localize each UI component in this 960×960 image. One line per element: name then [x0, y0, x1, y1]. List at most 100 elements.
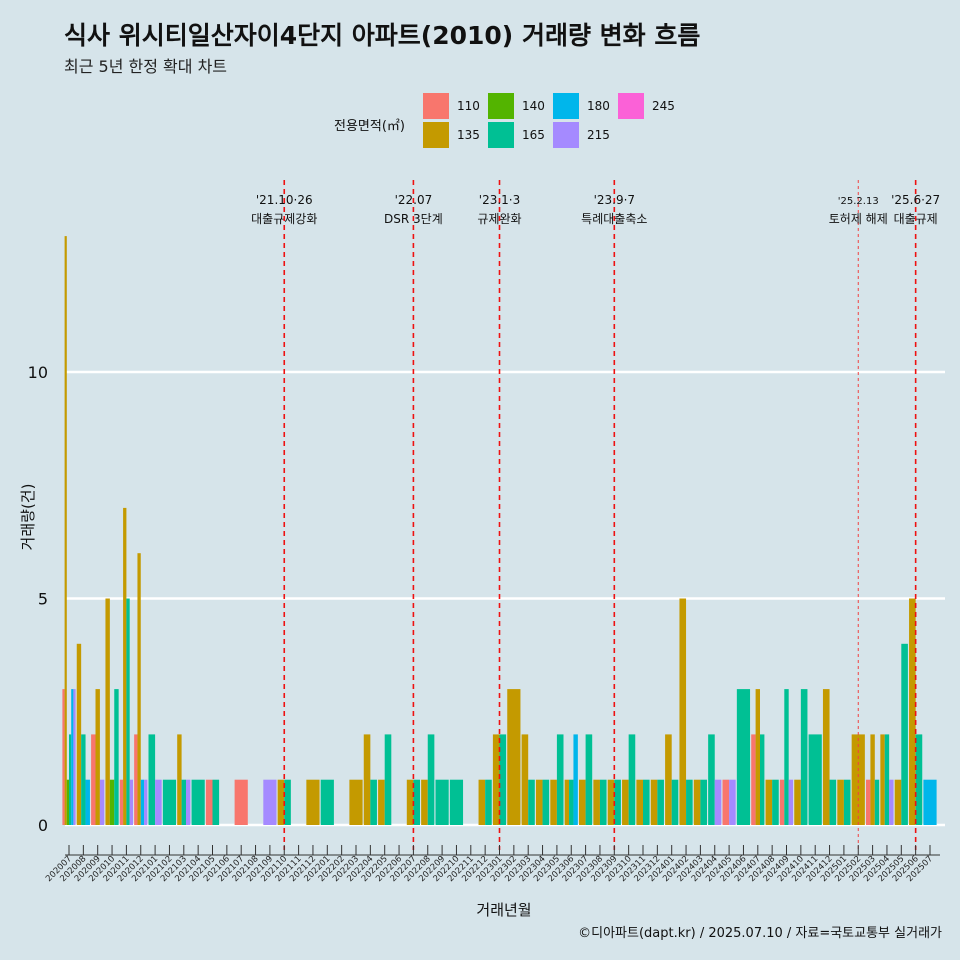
- event-name-label: 대출규제강화: [251, 212, 317, 226]
- event-name-label: 토허제 해제: [829, 212, 888, 226]
- event-date-label: '22.07: [395, 193, 433, 207]
- event-date-label: '25.2.13: [838, 196, 879, 207]
- event-date-label: '23.1·3: [479, 193, 520, 207]
- legend-label-180: 180: [587, 99, 610, 113]
- bar-202311-165: [643, 779, 650, 825]
- legend-label-215: 215: [587, 128, 610, 142]
- legend-key-165: [488, 122, 514, 148]
- bar-202308-165: [599, 779, 607, 825]
- bar-202310-165: [628, 734, 636, 825]
- bar-202503-165: [874, 779, 880, 825]
- bar-202212-165: [485, 779, 492, 825]
- y-tick-label: 10: [28, 363, 48, 382]
- x-axis-title: 거래년월: [476, 901, 531, 919]
- bar-202011-215: [129, 779, 134, 825]
- bar-202011-110: [119, 779, 124, 825]
- bar-202312-165: [657, 779, 664, 825]
- bar-202304-135: [535, 779, 543, 825]
- bar-202402-135: [679, 598, 687, 825]
- bar-202405-110: [722, 779, 730, 825]
- bar-202307-165: [585, 734, 593, 825]
- bar-202007-180: [71, 689, 74, 825]
- bar-202008-135: [76, 643, 82, 825]
- bar-202207-135: [406, 779, 414, 825]
- bar-202104-165: [191, 779, 205, 825]
- y-axis-title: 거래량(건): [19, 484, 37, 551]
- bar-202208-135: [421, 779, 428, 825]
- bar-202309-165: [614, 779, 621, 825]
- bar-202408-165: [772, 779, 779, 825]
- event-name-label: 규제완화: [477, 212, 521, 226]
- bar-202010-135: [105, 598, 110, 825]
- bar-202011-165: [126, 598, 130, 825]
- legend-key-135: [423, 122, 449, 148]
- legend-key-245: [618, 93, 644, 119]
- event-date-label: '25.6·27: [891, 193, 940, 207]
- bar-202207-165: [413, 779, 421, 825]
- bar-202110-165: [284, 779, 291, 825]
- bar-202204-165: [370, 779, 377, 825]
- legend: 전용면적(㎡) 110 135 140 165 180 215 245: [0, 0, 960, 160]
- bar-202412-135: [822, 689, 830, 825]
- event-name-label: 대출규제: [894, 212, 938, 226]
- bar-202501-135: [837, 779, 844, 825]
- bar-202312-135: [650, 779, 658, 825]
- bar-202505-135: [894, 779, 902, 825]
- bar-202012-180: [140, 779, 145, 825]
- bar-202103-135: [177, 734, 182, 825]
- bar-202305-135: [550, 779, 557, 825]
- bar-202405-215: [729, 779, 736, 825]
- bar-202311-135: [636, 779, 643, 825]
- bar-202301-135: [492, 734, 500, 825]
- bar-202007-165: [69, 734, 72, 825]
- bar-202012-215: [144, 779, 148, 825]
- bar-202306-180: [573, 734, 578, 825]
- bar-202101-165: [148, 734, 156, 825]
- bar-202009-215: [99, 779, 105, 825]
- bar-202008-165: [81, 734, 86, 825]
- bar-202408-135: [765, 779, 773, 825]
- bar-202401-135: [665, 734, 672, 825]
- bar-202012-110: [134, 734, 138, 825]
- caption: ©디아파트(dapt.kr) / 2025.07.10 / 자료=국토교통부 실…: [578, 926, 942, 941]
- legend-label-165: 165: [522, 128, 545, 142]
- bar-202407-135: [755, 689, 761, 825]
- bar-202007-140: [66, 779, 69, 825]
- bar-202504-165: [884, 734, 890, 825]
- legend-label-140: 140: [522, 99, 545, 113]
- bar-202212-135: [478, 779, 486, 825]
- event-name-label: DSR 3단계: [384, 212, 443, 226]
- event-name-label: 특례대출축소: [581, 212, 647, 226]
- bar-202308-135: [593, 779, 600, 825]
- event-date-label: '23.9·7: [594, 193, 635, 207]
- bar-202409-165: [784, 689, 789, 825]
- bar-202007-135: [64, 236, 67, 826]
- bar-202410-135: [794, 779, 801, 825]
- bar-202201-165: [320, 779, 334, 825]
- bar-202204-135: [363, 734, 371, 825]
- bar-202304-165: [542, 779, 550, 825]
- legend-label-245: 245: [652, 99, 675, 113]
- bar-202403-135: [693, 779, 701, 825]
- bar-202205-135: [378, 779, 385, 825]
- bar-202103-215: [186, 779, 191, 825]
- bar-202105-110: [205, 779, 213, 825]
- bar-202103-165: [181, 779, 187, 825]
- bar-202411-165: [808, 734, 822, 825]
- bar-202012-135: [137, 553, 141, 825]
- legend-key-110: [423, 93, 449, 119]
- bar-202504-135: [880, 734, 885, 825]
- bar-202008-180: [85, 779, 90, 825]
- bar-202306-135: [564, 779, 570, 825]
- bar-202407-165: [760, 734, 765, 825]
- bar-202303-135: [521, 734, 529, 825]
- bar-202407-110: [751, 734, 756, 825]
- bar-202302-135: [507, 689, 521, 825]
- bars-group: [62, 236, 937, 826]
- bar-202504-215: [889, 779, 894, 825]
- bar-202101-215: [155, 779, 162, 825]
- bar-202406-165: [736, 689, 751, 825]
- legend-key-140: [488, 93, 514, 119]
- bar-202404-215: [714, 779, 722, 825]
